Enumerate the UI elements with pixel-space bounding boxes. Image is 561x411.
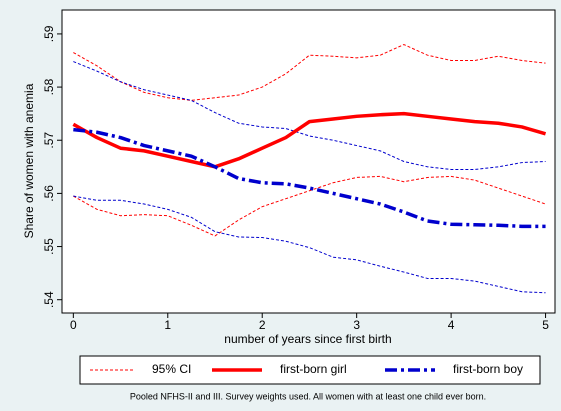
legend-box xyxy=(79,355,541,385)
x-tick-label: 0 xyxy=(70,318,77,332)
y-tick-label: .59 xyxy=(42,25,56,42)
series-line xyxy=(72,111,547,169)
x-tick-label: 2 xyxy=(259,318,266,332)
series-line xyxy=(73,127,546,229)
y-tick-label: .58 xyxy=(42,78,56,95)
legend-label: 95% CI xyxy=(152,362,191,376)
plot-area xyxy=(61,9,556,314)
ci-line xyxy=(73,44,546,101)
x-tick-label: 3 xyxy=(353,318,360,332)
ci-line xyxy=(73,175,546,237)
ci-line xyxy=(73,195,546,294)
y-tick-label: .55 xyxy=(42,238,56,255)
y-tick-label: .56 xyxy=(42,185,56,202)
footnote: Pooled NFHS-II and III. Survey weights u… xyxy=(130,391,486,401)
legend-label: first-born boy xyxy=(453,362,523,376)
x-tick-label: 4 xyxy=(448,318,455,332)
y-axis-title: Share of women with anemia xyxy=(22,83,36,238)
y-tick-label: .54 xyxy=(42,291,56,308)
x-tick-label: 1 xyxy=(164,318,171,332)
x-tick-label: 5 xyxy=(542,318,549,332)
x-axis-title: number of years since first birth xyxy=(224,332,391,346)
legend-label: first-born girl xyxy=(280,362,347,376)
ci-line xyxy=(73,61,546,170)
y-tick-label: .57 xyxy=(42,132,56,149)
